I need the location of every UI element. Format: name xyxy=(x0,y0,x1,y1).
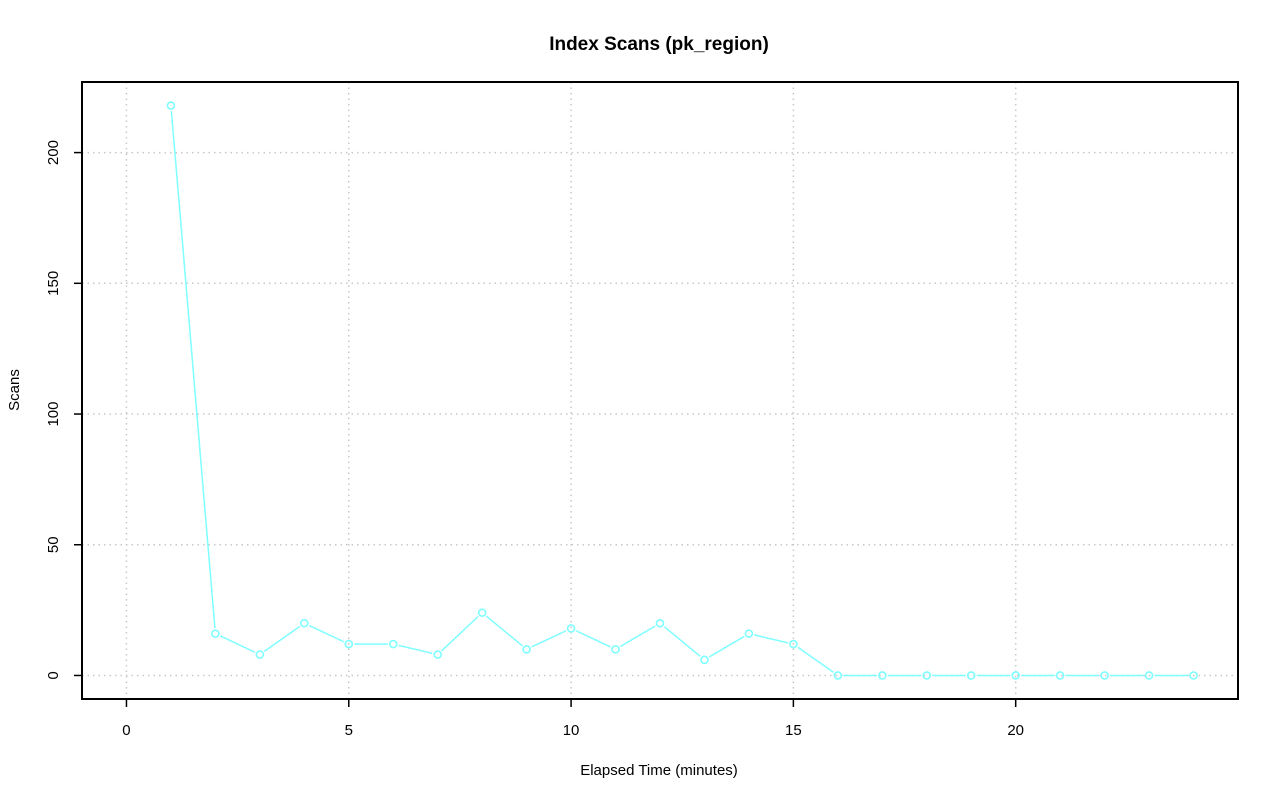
data-point xyxy=(1144,671,1154,680)
series-segment xyxy=(485,615,523,647)
x-tick-label: 10 xyxy=(563,722,580,739)
data-point xyxy=(1100,671,1109,680)
series-segment xyxy=(170,110,216,629)
data-point xyxy=(878,671,887,680)
x-axis: 0 5 10 15 20 xyxy=(122,699,1024,739)
x-axis-label: Elapsed Time (minutes) xyxy=(580,762,738,779)
data-point xyxy=(255,650,265,659)
data-point xyxy=(344,639,354,649)
series-segment xyxy=(575,630,611,648)
y-tick-label: 50 xyxy=(45,536,62,553)
data-point xyxy=(1055,671,1065,680)
data-point xyxy=(655,618,665,628)
data-point xyxy=(211,629,220,638)
y-axis: 0 50 100 150 200 xyxy=(45,140,82,680)
data-point xyxy=(300,618,309,628)
data-point xyxy=(477,608,487,618)
data-point xyxy=(922,671,932,680)
y-tick-label: 200 xyxy=(45,140,62,165)
series-segment xyxy=(531,630,567,648)
y-tick-label: 100 xyxy=(45,402,62,427)
x-tick-label: 20 xyxy=(1007,722,1024,739)
x-tick-label: 5 xyxy=(345,722,353,739)
data-point xyxy=(433,650,442,659)
plot-frame xyxy=(81,81,1239,700)
data-point xyxy=(166,101,176,110)
data-point xyxy=(789,639,798,649)
grid-lines xyxy=(82,82,1238,699)
series-segment xyxy=(220,635,256,653)
data-point xyxy=(1189,671,1198,680)
data-point xyxy=(388,639,398,649)
series-segment xyxy=(308,624,345,643)
data-point xyxy=(1011,671,1020,680)
series-segment xyxy=(441,615,479,652)
series-segment xyxy=(619,625,656,648)
data-point xyxy=(522,645,531,654)
chart-title: Index Scans (pk_region) xyxy=(549,34,769,55)
data-point xyxy=(833,671,843,680)
x-tick-label: 0 xyxy=(122,722,130,739)
data-point xyxy=(744,629,754,638)
series-segment xyxy=(708,635,745,658)
data-point xyxy=(566,624,576,633)
data-series xyxy=(166,101,1198,680)
y-tick-label: 150 xyxy=(45,271,62,296)
series-segment xyxy=(797,646,834,673)
y-tick-label: 0 xyxy=(45,671,62,679)
y-axis-label: Scans xyxy=(6,369,23,411)
series-segment xyxy=(398,644,433,655)
series-segment xyxy=(263,625,301,652)
series-segment xyxy=(754,634,789,644)
data-point xyxy=(611,645,620,654)
data-point xyxy=(966,671,976,680)
data-point xyxy=(700,655,709,665)
x-tick-label: 15 xyxy=(785,722,802,739)
series-segment xyxy=(663,626,701,657)
